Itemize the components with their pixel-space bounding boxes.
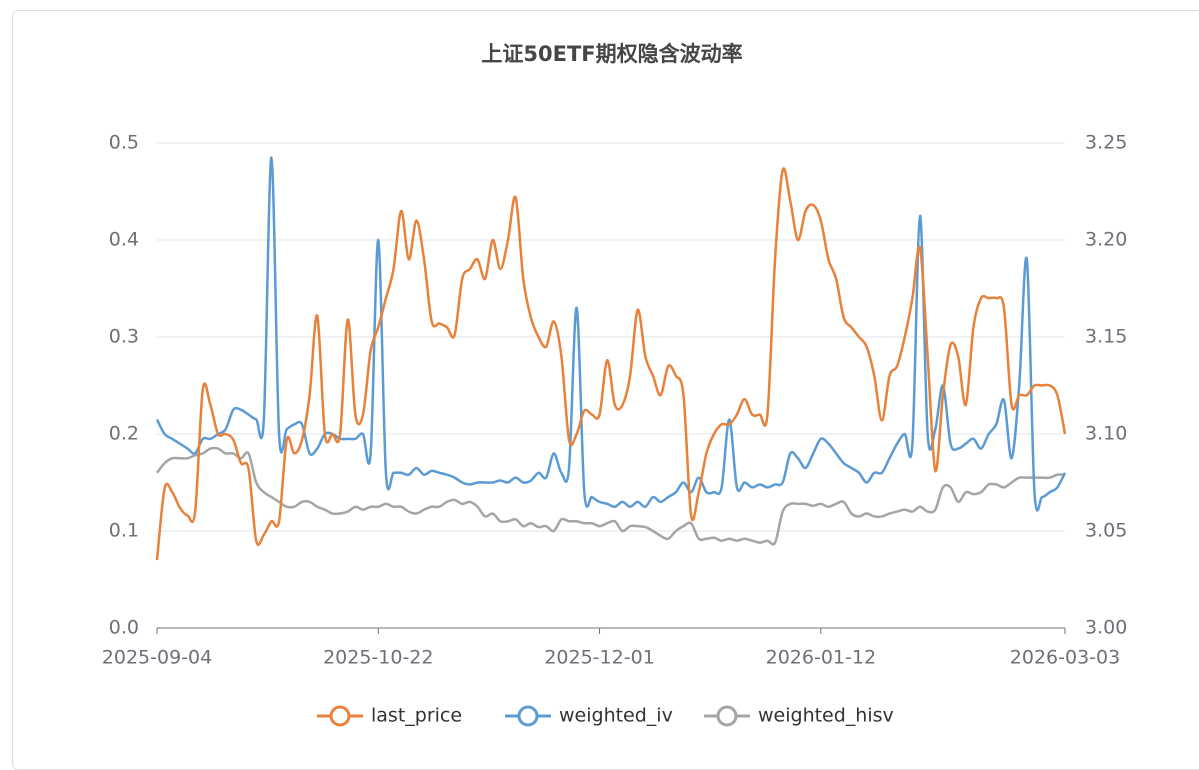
legend-label: weighted_iv — [559, 705, 673, 727]
series-line — [155, 156, 1067, 512]
x-tick-label: 2025-09-04 — [102, 647, 212, 669]
y2-tick-label: 3.20 — [1085, 229, 1127, 251]
y2-tick-label: 3.00 — [1085, 617, 1127, 639]
legend-label: weighted_hisv — [758, 705, 894, 727]
series-line — [155, 167, 1067, 561]
x-tick-label: 2026-03-03 — [1010, 647, 1120, 669]
series-line — [156, 446, 1066, 546]
chart-title: 上证50ETF期权隐含波动率 — [481, 42, 742, 66]
legend-label: last_price — [371, 705, 462, 727]
y2-tick-label: 3.05 — [1085, 520, 1127, 542]
y2-tick-label: 3.10 — [1085, 423, 1127, 445]
y-tick-label: 0.3 — [109, 326, 139, 348]
y2-tick-label: 3.25 — [1085, 132, 1127, 154]
y-tick-label: 0.4 — [109, 229, 139, 251]
y2-tick-label: 3.15 — [1085, 326, 1127, 348]
x-tick-label: 2025-10-22 — [323, 647, 433, 669]
x-tick-label: 2025-12-01 — [544, 647, 654, 669]
legend-marker — [716, 705, 738, 727]
y-tick-label: 0.2 — [109, 423, 139, 445]
y-tick-label: 0.1 — [109, 520, 139, 542]
y-tick-label: 0.5 — [109, 132, 139, 154]
x-tick-label: 2026-01-12 — [766, 647, 876, 669]
y-tick-label: 0.0 — [109, 617, 139, 639]
legend-marker — [517, 705, 539, 727]
legend-marker — [329, 705, 351, 727]
